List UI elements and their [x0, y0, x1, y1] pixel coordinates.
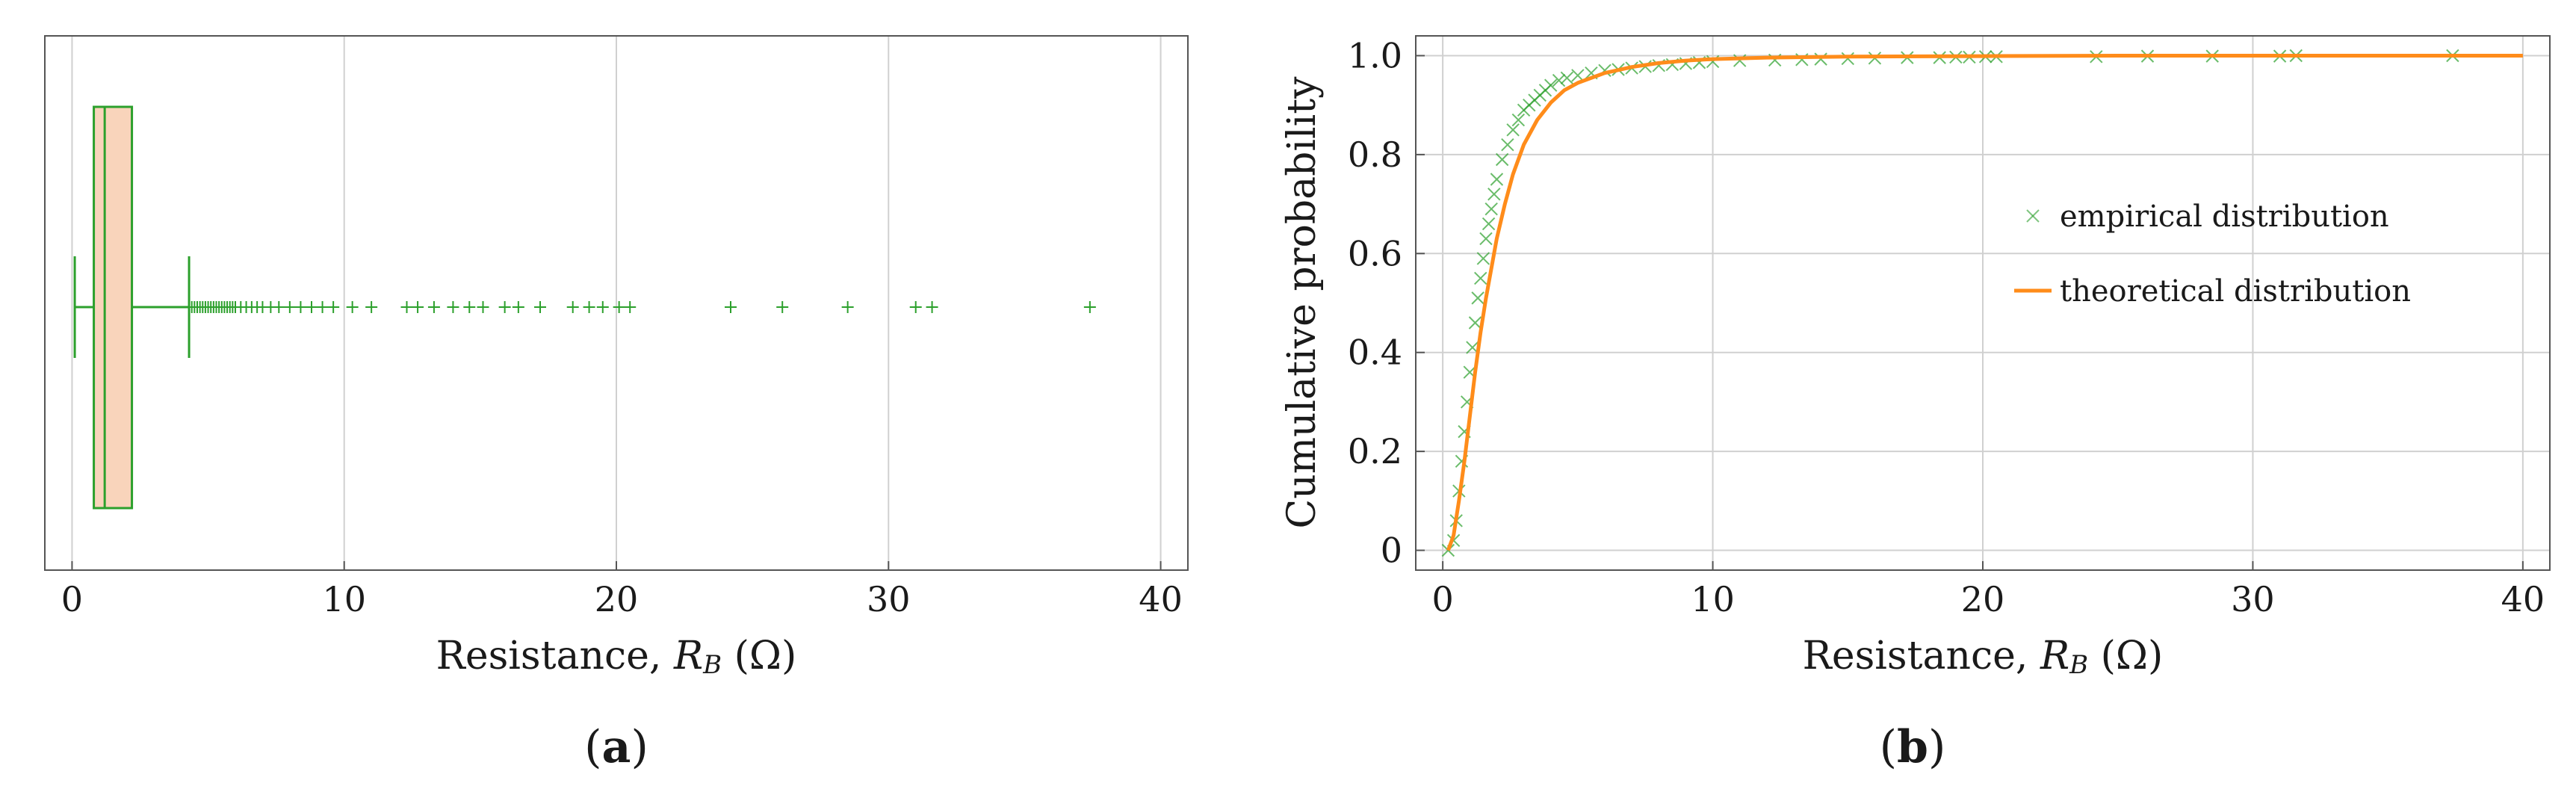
panel-b-y-tick-label: 0.2 — [1348, 431, 1402, 471]
panel-b-x-tick-label: 10 — [1691, 579, 1735, 619]
panel-a-x-tick-label: 30 — [867, 579, 911, 619]
panel-b-x-tick-label: 40 — [2501, 579, 2545, 619]
outlier-point — [306, 301, 318, 313]
panel-b-grid — [1416, 36, 2550, 570]
outlier-point — [412, 301, 424, 313]
panel-b-legend: empirical distribution theoretical distr… — [2014, 200, 2411, 309]
panel-b-label: (b) — [1880, 721, 1946, 773]
outlier-point — [624, 301, 637, 313]
panel-a: 0 10 20 30 40 Resistance, RB (Ω) (a) — [44, 35, 1189, 773]
empirical-point — [1495, 152, 1509, 167]
empirical-point — [1474, 271, 1487, 285]
panel-a-label: (a) — [584, 721, 648, 773]
outlier-point — [400, 301, 413, 313]
outlier-point — [841, 301, 854, 313]
outlier-point — [613, 301, 625, 313]
panel-b-y-tick-label: 0 — [1381, 531, 1402, 571]
outlier-point — [365, 301, 378, 313]
outlier-point — [776, 301, 789, 313]
panel-a-x-tick-label: 40 — [1139, 579, 1183, 619]
empirical-point — [1468, 316, 1482, 330]
outlier-point — [463, 301, 476, 313]
panel-a-x-tick-label: 0 — [61, 579, 83, 619]
outlier-point — [512, 301, 524, 313]
panel-b-x-tick-label: 0 — [1432, 579, 1454, 619]
outlier-point — [909, 301, 922, 313]
outlier-point — [283, 301, 296, 313]
empirical-point — [1552, 73, 1566, 87]
box-iqr — [93, 105, 134, 510]
legend-empirical-marker — [2026, 209, 2040, 223]
outlier-point — [294, 301, 307, 313]
empirical-point — [1544, 78, 1558, 92]
panel-b-x-tick-label: 20 — [1961, 579, 2005, 619]
panel-a-x-tick-label: 20 — [595, 579, 639, 619]
outlier-point — [327, 301, 340, 313]
panel-b-y-axis-label: Cumulative probability — [1280, 76, 1325, 529]
empirical-point — [1506, 123, 1520, 137]
panel-b-y-tick-label: 1.0 — [1348, 35, 1402, 75]
outlier-point — [534, 301, 546, 313]
empirical-point — [1490, 173, 1504, 186]
empirical-point — [1441, 543, 1455, 557]
series-theoretical-line — [1446, 54, 2523, 551]
panel-b-y-tick-label: 0.8 — [1348, 134, 1402, 175]
legend-theoretical-label: theoretical distribution — [2060, 274, 2411, 309]
panel-a-boxplot — [73, 105, 1096, 510]
outlier-point — [273, 301, 285, 313]
outlier-point — [1083, 301, 1096, 313]
legend-empirical-label: empirical distribution — [2060, 200, 2389, 234]
outlier-point — [316, 301, 329, 313]
panel-b-x-axis-label: Resistance, RB (Ω) — [1803, 634, 2164, 680]
empirical-point — [1501, 137, 1514, 152]
outlier-point — [596, 301, 609, 313]
empirical-point — [1511, 113, 1526, 127]
empirical-point — [1841, 52, 1854, 66]
outlier-point — [447, 301, 459, 313]
empirical-point — [1476, 252, 1490, 265]
panel-a-grid — [71, 36, 1162, 570]
panel-b: 0 10 20 30 40 0 0.2 0.4 0.6 0.8 1.0 Cumulative pr… — [1280, 35, 2551, 773]
panel-b-y-ticks: 0 0.2 0.4 0.6 0.8 1.0 — [1348, 35, 1425, 571]
outlier-point — [725, 301, 737, 313]
outlier-point — [477, 301, 489, 313]
panel-b-x-ticks: 0 10 20 30 40 — [1432, 561, 2545, 619]
outlier-point — [583, 301, 595, 313]
panel-a-x-ticks: 0 10 20 30 40 — [61, 561, 1183, 619]
empirical-point — [1481, 217, 1496, 231]
panel-b-y-tick-label: 0.4 — [1348, 333, 1402, 373]
empirical-point — [1471, 291, 1484, 305]
empirical-point — [1560, 71, 1574, 84]
panel-b-series — [1441, 49, 2523, 557]
empirical-point — [1484, 202, 1498, 216]
empirical-point — [1487, 188, 1501, 201]
outlier-point — [498, 301, 511, 313]
panel-a-x-tick-label: 10 — [322, 579, 366, 619]
outlier-point — [427, 301, 440, 313]
outlier-point — [566, 301, 579, 313]
outlier-point — [346, 301, 359, 313]
outlier-point — [926, 301, 938, 313]
empirical-point — [1479, 232, 1493, 246]
panel-b-x-tick-label: 30 — [2231, 579, 2275, 619]
panel-b-y-tick-label: 0.6 — [1348, 233, 1402, 273]
panel-a-x-axis-label: Resistance, RB (Ω) — [436, 634, 797, 680]
empirical-point — [1571, 69, 1585, 82]
